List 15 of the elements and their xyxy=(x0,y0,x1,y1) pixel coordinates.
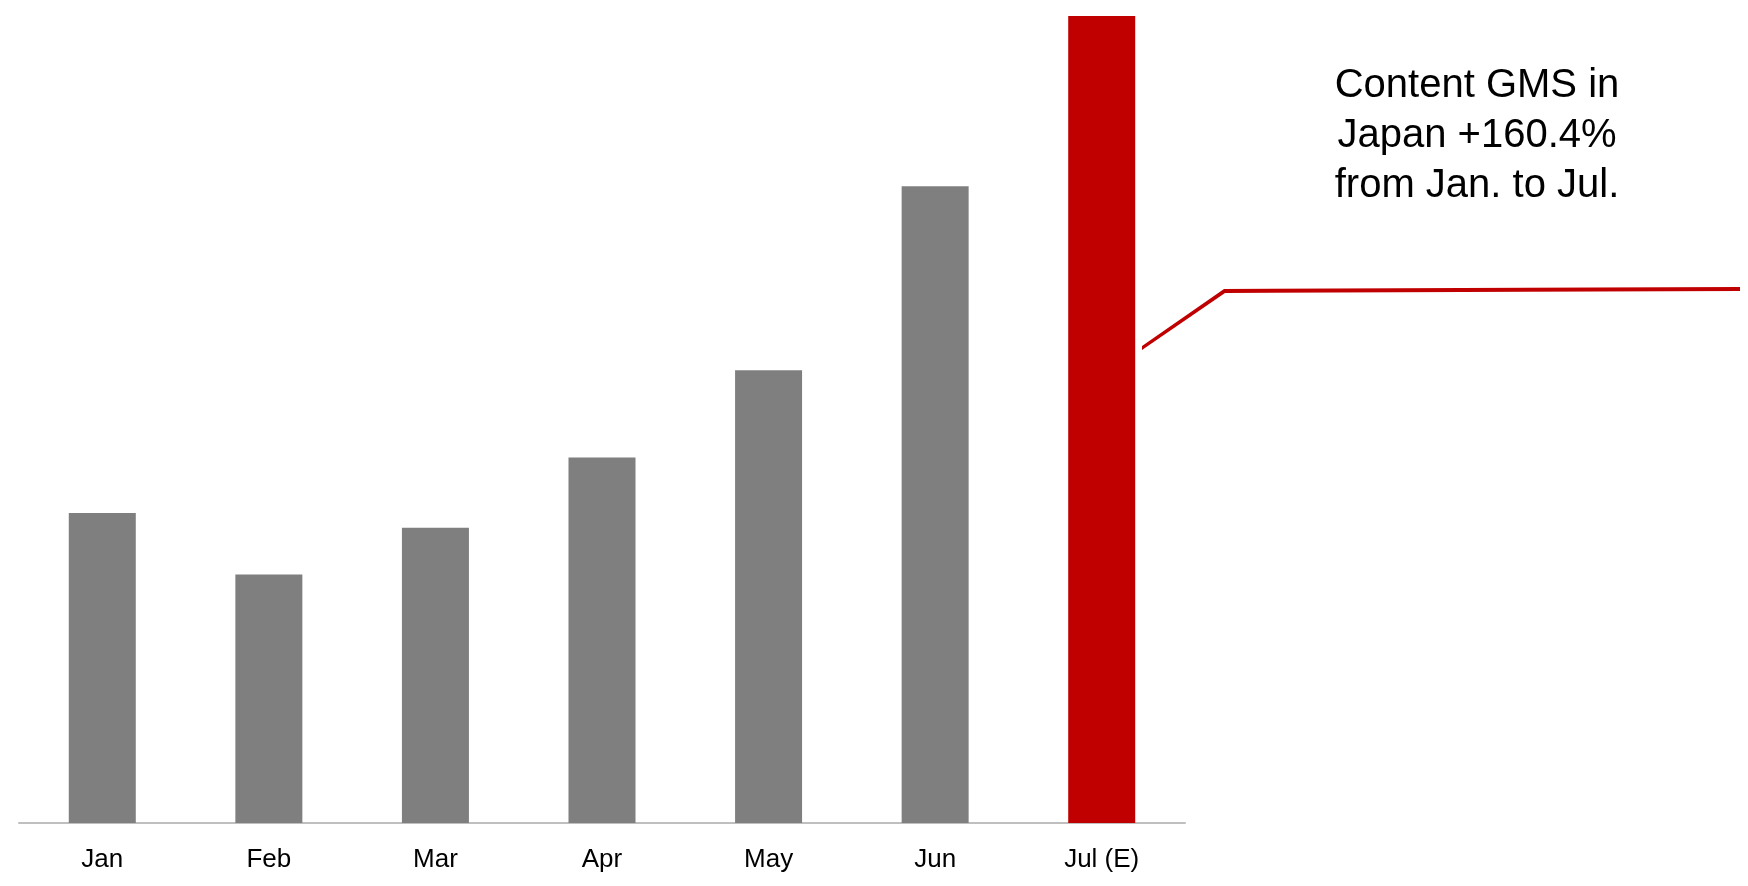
bar xyxy=(901,186,969,823)
bar xyxy=(68,513,136,823)
text: Content GMS in Japan +160.4% from Jan. to Jul. xyxy=(1333,60,1621,207)
x-tick-label: May xyxy=(744,843,794,873)
x-tick-label: Jun xyxy=(914,843,957,873)
x-tick-label: Mar xyxy=(413,843,459,873)
x-tick-label: Jul (E) xyxy=(1064,843,1140,873)
x-tick-label: Apr xyxy=(581,843,623,873)
bar xyxy=(568,457,636,823)
bar xyxy=(235,574,303,823)
x-tick-label: Jan xyxy=(81,843,124,873)
bar xyxy=(735,370,803,823)
bar xyxy=(1068,16,1136,823)
bar xyxy=(401,527,469,823)
x-tick-label: Feb xyxy=(246,843,292,873)
